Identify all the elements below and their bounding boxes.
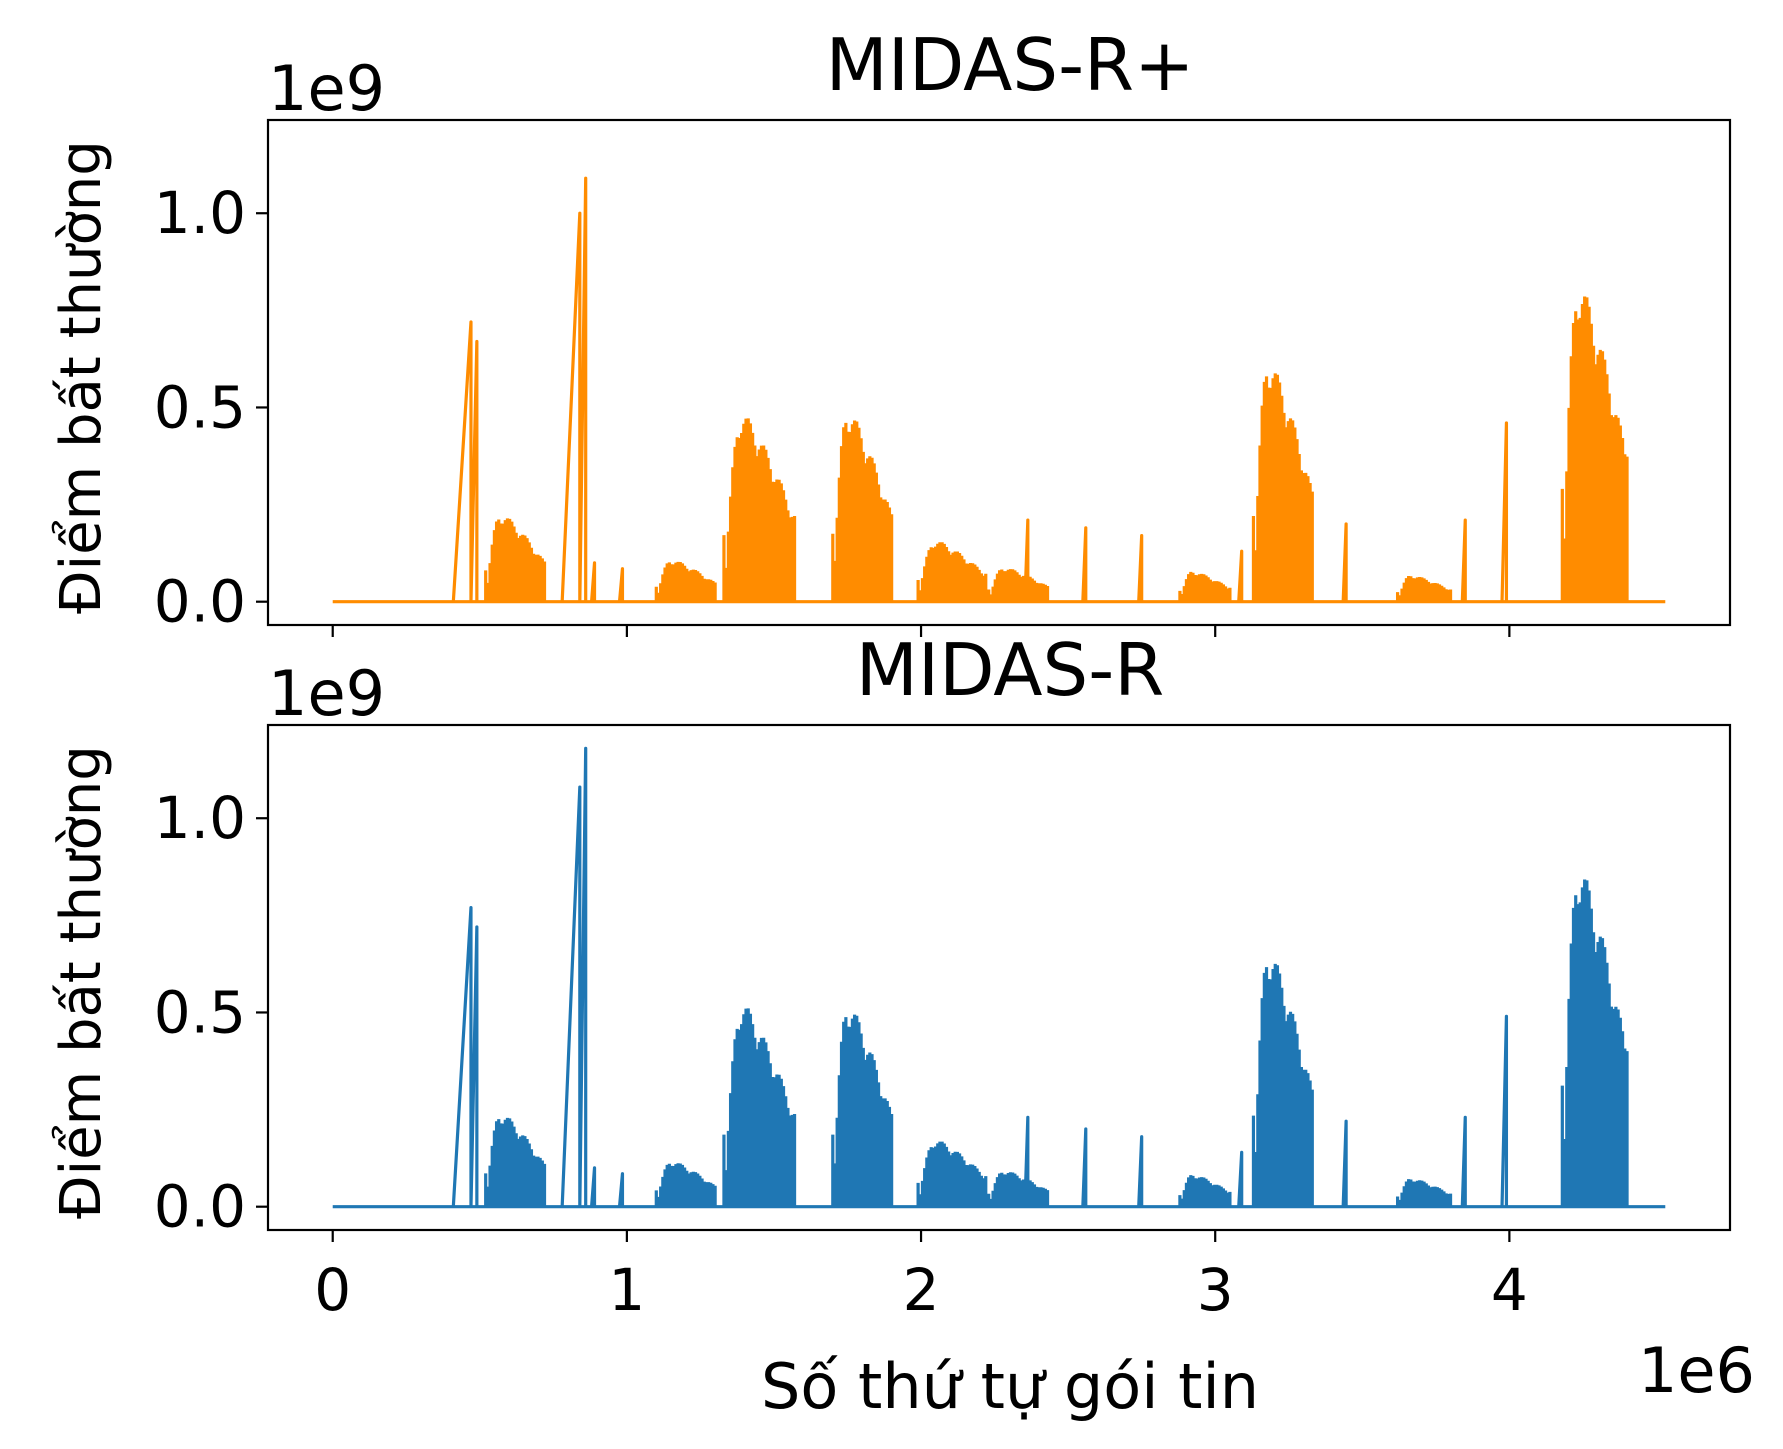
y-axis-label: Điểm bất thường [49,140,114,614]
x-ticks: 0 1 2 3 4 [314,1230,1528,1324]
series-path [332,746,1666,1209]
x-tick-label: 1 [608,1256,645,1324]
x-ticks [331,625,1511,637]
panel-midas-r: MIDAS-R 1e9 Điểm bất thường 0.0 0.5 1.0 0 1… [49,628,1755,1423]
plot-area-0: 0.0 0.5 1.0 [154,118,1732,637]
y-tick-label: 0.5 [154,978,246,1046]
series-path [332,176,1666,604]
series-line [332,176,1666,604]
y-tick-label: 0.0 [154,1173,246,1241]
axes-frame [266,118,1732,627]
y-tick-label: 0.5 [154,373,246,441]
x-offset-label: 1e6 [1638,1334,1755,1407]
y-axis-label: Điểm bất thường [49,745,114,1219]
panel-midas-r-plus: MIDAS-R+ 1e9 Điểm bất thường 0.0 0.5 1.0 [49,23,1732,637]
y-ticks: 0.0 0.5 1.0 [154,784,268,1241]
x-tick-label: 3 [1197,1256,1234,1324]
panel-title: MIDAS-R+ [826,23,1195,107]
y-offset-label: 1e9 [268,52,385,125]
series-line [332,746,1666,1209]
plot-area-1: 0.0 0.5 1.0 0 1 2 3 4 [154,723,1732,1324]
x-tick-label: 4 [1491,1256,1528,1324]
y-tick-label: 0.0 [154,568,246,636]
panel-title: MIDAS-R [856,628,1165,712]
x-tick-label: 0 [314,1256,351,1324]
axes-frame [266,723,1732,1232]
y-offset-label: 1e9 [268,657,385,730]
y-tick-label: 1.0 [154,784,246,852]
y-tick-label: 1.0 [154,179,246,247]
x-tick-label: 2 [903,1256,940,1324]
y-ticks: 0.0 0.5 1.0 [154,179,268,636]
x-axis-label: Số thứ tự gói tin [761,1350,1259,1423]
